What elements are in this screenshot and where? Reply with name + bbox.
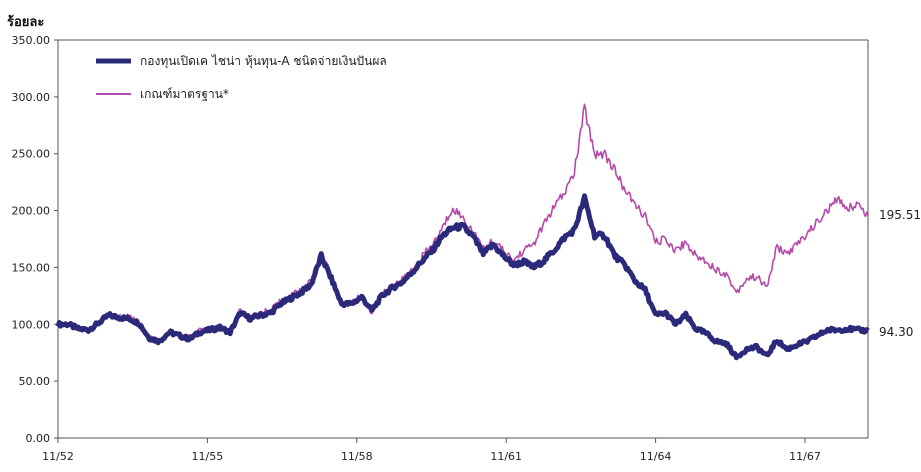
end-label-fund: 94.30 (879, 325, 913, 339)
y-tick-label: 50.00 (19, 375, 51, 388)
y-axis-label: ร้อยละ (7, 14, 44, 30)
y-tick-label: 0.00 (26, 432, 51, 445)
y-tick-label: 350.00 (12, 34, 51, 47)
x-tick-label: 11/52 (42, 450, 74, 463)
end-label-benchmark: 195.51 (879, 208, 921, 222)
x-tick-label: 11/64 (640, 450, 672, 463)
x-tick-label: 11/67 (789, 450, 821, 463)
x-tick-label: 11/55 (192, 450, 224, 463)
y-axis-ticks: 0.00 50.00 100.00 150.00 200.00 250.00 300.00 3… (12, 34, 58, 445)
y-tick-label: 300.00 (12, 91, 51, 104)
series-line-fund (55, 193, 870, 361)
y-tick-label: 200.00 (12, 205, 51, 218)
x-tick-label: 11/61 (490, 450, 522, 463)
legend-label-benchmark: เกณฑ์มาตรฐาน* (140, 87, 229, 101)
legend: กองทุนเปิดเค ไชน่า หุ้นทุน-A ชนิดจ่ายเงิ… (96, 54, 387, 101)
x-tick-label: 11/58 (341, 450, 373, 463)
legend-label-fund: กองทุนเปิดเค ไชน่า หุ้นทุน-A ชนิดจ่ายเงิ… (140, 54, 387, 69)
y-tick-label: 100.00 (12, 318, 51, 331)
y-tick-label: 250.00 (12, 148, 51, 161)
y-tick-label: 150.00 (12, 261, 51, 274)
series-layer (55, 103, 870, 361)
x-axis-ticks: 11/52 11/55 11/58 11/61 11/64 11/67 (42, 438, 821, 463)
